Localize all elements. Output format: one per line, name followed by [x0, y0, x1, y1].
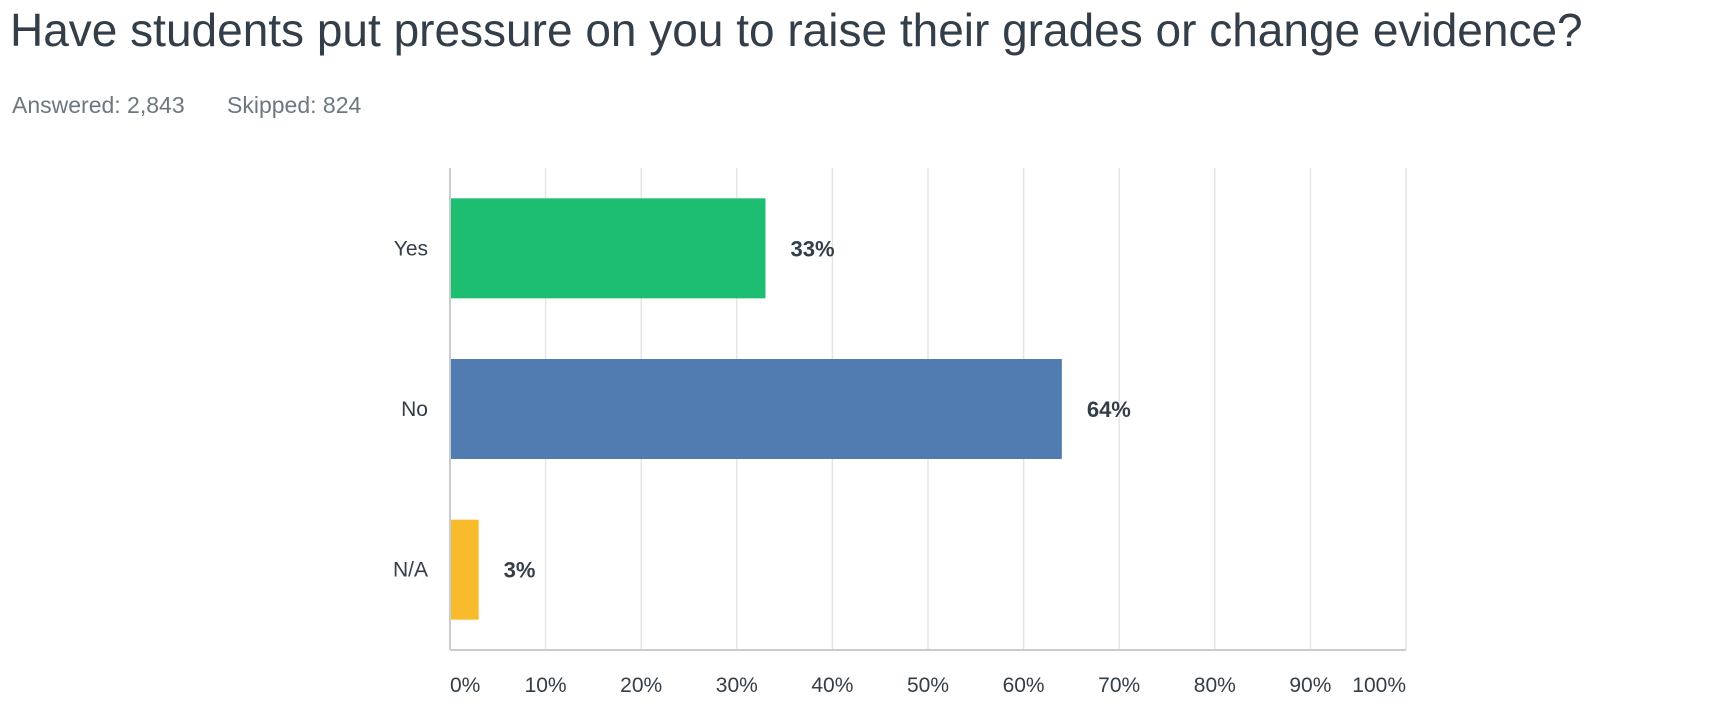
bars	[450, 198, 1062, 620]
x-tick-label: 0%	[450, 674, 480, 697]
response-stats: Answered: 2,843 Skipped: 824	[12, 92, 397, 119]
x-tick-label: 60%	[1003, 674, 1045, 697]
x-tick-label: 100%	[1352, 674, 1406, 697]
question-title: Have students put pressure on you to rai…	[10, 4, 1583, 56]
x-tick-label: 30%	[716, 674, 758, 697]
skipped-count: Skipped: 824	[227, 92, 362, 118]
tick-labels: 0% 10% 20% 30% 40% 50% 60% 70% 80% 90% 100%	[450, 674, 1406, 697]
x-tick-label: 20%	[620, 674, 662, 697]
bar-yes	[450, 198, 766, 299]
data-labels: 33% 64% 3%	[504, 236, 1131, 582]
x-tick-label: 90%	[1289, 674, 1331, 697]
bar-no	[450, 359, 1062, 459]
x-tick-label: 70%	[1098, 674, 1140, 697]
data-label: 33%	[790, 236, 834, 261]
x-tick-label: 80%	[1194, 674, 1236, 697]
category-label: No	[401, 398, 428, 421]
data-label: 3%	[504, 558, 536, 583]
answered-count: Answered: 2,843	[12, 92, 185, 118]
axes	[449, 168, 1406, 651]
category-labels: Yes No N/A	[393, 237, 428, 581]
data-label: 64%	[1087, 397, 1131, 422]
category-label: N/A	[393, 559, 428, 582]
category-label: Yes	[394, 237, 428, 260]
x-tick-label: 40%	[811, 674, 853, 697]
x-tick-label: 10%	[525, 674, 567, 697]
x-tick-label: 50%	[907, 674, 949, 697]
bar-na	[450, 519, 479, 620]
